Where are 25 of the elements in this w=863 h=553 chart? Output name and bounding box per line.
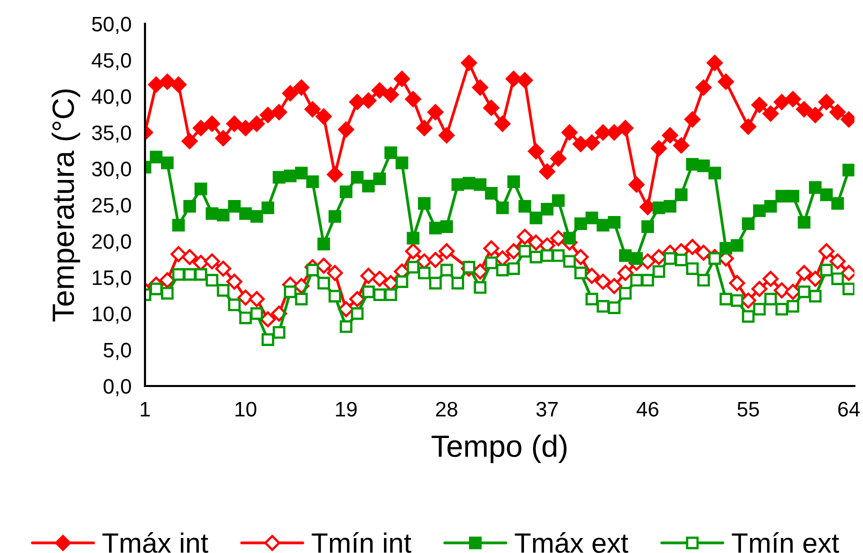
x-tick-label: 64 bbox=[838, 402, 860, 417]
legend-label: Tmín ext bbox=[732, 532, 840, 553]
y-tick-label: 45,0 bbox=[92, 53, 131, 70]
legend-label: Tmáx int bbox=[102, 532, 208, 553]
x-tick-label: 19 bbox=[336, 402, 357, 417]
y-tick-label: 20,0 bbox=[92, 234, 131, 252]
x-tick-label: 37 bbox=[536, 402, 558, 417]
legend-label: Tmáx ext bbox=[514, 532, 628, 553]
x-tick-label: 28 bbox=[436, 402, 458, 417]
x-axis-title: Tempo (d) bbox=[432, 434, 567, 464]
y-tick-label: 40,0 bbox=[92, 89, 131, 106]
y-tick-label: 5,0 bbox=[104, 342, 131, 360]
legend-label: Tmín int bbox=[312, 532, 412, 553]
x-tick-label: 10 bbox=[236, 402, 256, 417]
x-tick-label: 55 bbox=[737, 402, 759, 417]
y-tick-label: 35,0 bbox=[92, 125, 131, 143]
y-axis-title: Temperatura (°C) bbox=[52, 89, 80, 322]
x-tick-label: 46 bbox=[636, 402, 658, 417]
y-tick-label: 15,0 bbox=[92, 270, 131, 288]
y-tick-label: 0,0 bbox=[104, 378, 131, 396]
y-tick-label: 10,0 bbox=[92, 306, 131, 324]
y-tick-label: 30,0 bbox=[92, 162, 131, 179]
x-tick-label: 1 bbox=[140, 402, 150, 416]
y-tick-label: 50,0 bbox=[92, 16, 131, 34]
y-tick-label: 25,0 bbox=[92, 198, 131, 216]
